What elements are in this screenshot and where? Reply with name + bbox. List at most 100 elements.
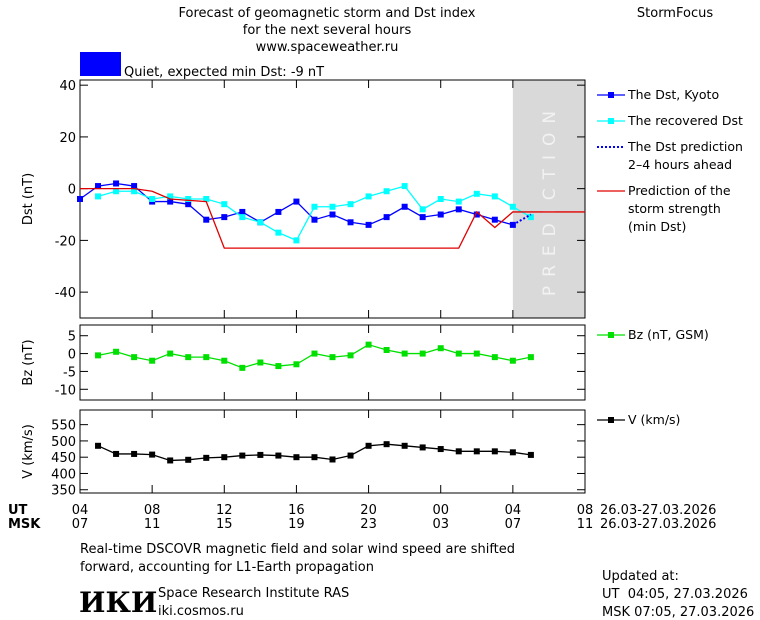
series-marker <box>203 216 210 223</box>
series-marker <box>311 350 318 357</box>
series-marker <box>329 203 336 210</box>
series-marker <box>167 193 174 200</box>
status: Quiet, expected min Dst: -9 nT <box>124 65 324 80</box>
series-marker <box>257 359 264 366</box>
y-tick-label: 450 <box>51 451 76 466</box>
legend-marker <box>608 332 614 338</box>
status-box <box>80 52 121 76</box>
series-marker <box>401 350 408 357</box>
series-marker <box>473 350 480 357</box>
series-marker <box>473 448 480 455</box>
x-tick-label: 04 <box>505 503 522 518</box>
series-marker <box>239 208 246 215</box>
legend-entry: The Dst prediction 2–4 hours ahead <box>628 139 743 172</box>
series-marker <box>509 203 516 210</box>
series-marker <box>221 214 228 221</box>
x-tick-label-msk: 07 <box>505 517 522 532</box>
series-marker <box>491 216 498 223</box>
series-marker <box>239 452 246 459</box>
series-marker <box>383 441 390 448</box>
series-marker <box>329 456 336 463</box>
series-marker <box>95 193 102 200</box>
series-marker <box>203 354 210 361</box>
series-marker <box>77 196 83 202</box>
x-tick-label: 00 <box>432 503 449 518</box>
series-marker <box>437 211 444 218</box>
site: iki.cosmos.ru <box>158 604 244 619</box>
series-marker <box>473 190 480 197</box>
series-marker <box>293 454 300 461</box>
series-marker <box>311 203 318 210</box>
series-marker <box>185 201 192 208</box>
x-row-label: UT <box>8 503 28 518</box>
series-marker <box>455 350 462 357</box>
series-marker <box>203 196 210 202</box>
legend-entry: The Dst, Kyoto <box>628 87 720 102</box>
updated-label: Updated at: <box>602 569 679 584</box>
x-row-label: MSK <box>8 517 41 532</box>
series-marker <box>131 450 138 457</box>
series-marker <box>293 361 300 368</box>
updated-ut: UT 04:05, 27.03.2026 <box>602 587 748 602</box>
series-marker <box>347 219 354 226</box>
series-marker <box>527 354 534 361</box>
series-marker <box>185 354 192 361</box>
series-marker <box>401 183 408 190</box>
series-marker <box>149 451 156 458</box>
series-marker <box>275 452 282 459</box>
x-tick-label-msk: 23 <box>360 517 377 532</box>
series-marker <box>383 188 390 195</box>
x-tick-label-msk: 07 <box>72 517 89 532</box>
series-marker <box>95 183 102 190</box>
y-tick-label: 500 <box>51 435 76 450</box>
logo: ИКИ <box>79 586 157 619</box>
x-date-range: 26.03-27.03.2026 <box>600 503 716 518</box>
y-axis-label: Dst (nT) <box>21 173 36 225</box>
series-marker <box>383 214 390 221</box>
series-marker <box>347 452 354 459</box>
series-marker <box>131 188 138 195</box>
y-axis-label: V (km/s) <box>21 424 36 479</box>
series-marker <box>221 201 228 208</box>
series-marker <box>509 449 516 456</box>
series-marker <box>437 345 444 352</box>
y-tick-label: -10 <box>55 383 76 398</box>
x-tick-label: 16 <box>288 503 305 518</box>
series-marker <box>347 352 354 359</box>
series-marker <box>491 354 498 361</box>
series-marker <box>167 198 174 205</box>
y-tick-label: 550 <box>51 419 76 434</box>
series-marker <box>149 196 156 202</box>
series-marker <box>347 201 354 208</box>
series-marker <box>509 357 516 364</box>
x-tick-label: 08 <box>144 503 161 518</box>
series-marker <box>185 456 192 463</box>
series-marker <box>149 357 156 364</box>
note: forward, accounting for L1-Earth propaga… <box>80 560 374 575</box>
series-marker <box>275 208 282 215</box>
series-marker <box>275 363 282 370</box>
series-marker <box>455 206 462 213</box>
series-line <box>80 188 585 249</box>
series-marker <box>293 198 300 205</box>
plot-frame <box>79 409 586 494</box>
series-marker <box>455 448 462 455</box>
series-marker <box>95 442 102 449</box>
series-marker <box>401 203 408 210</box>
series-marker <box>491 193 498 200</box>
x-tick-label: 12 <box>216 503 233 518</box>
y-tick-label: -40 <box>55 286 76 301</box>
prediction-region <box>512 80 585 318</box>
x-tick-label-msk: 15 <box>216 517 233 532</box>
series-marker <box>401 442 408 449</box>
x-tick-label-msk: 03 <box>432 517 449 532</box>
y-tick-label: -5 <box>63 365 76 380</box>
series-marker <box>365 341 372 348</box>
series-marker <box>167 457 174 464</box>
series-marker <box>311 454 318 461</box>
legend-marker <box>608 118 614 124</box>
series-marker <box>383 347 390 353</box>
series-marker <box>167 350 174 357</box>
